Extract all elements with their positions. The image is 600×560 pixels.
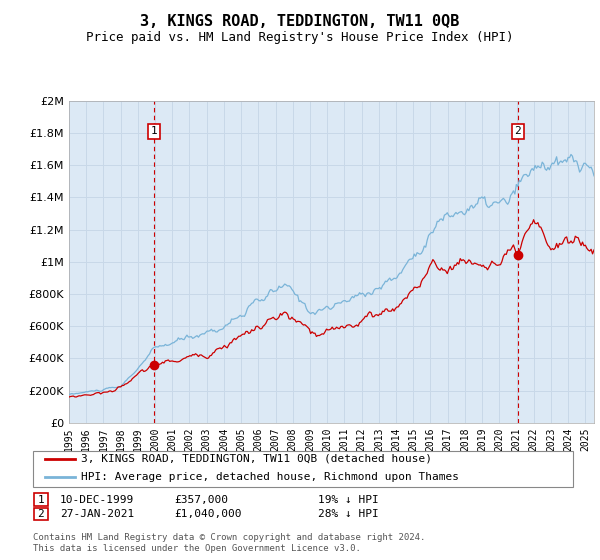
Text: £357,000: £357,000: [174, 494, 228, 505]
Text: 10-DEC-1999: 10-DEC-1999: [60, 494, 134, 505]
Text: 27-JAN-2021: 27-JAN-2021: [60, 509, 134, 519]
Text: 2: 2: [37, 509, 44, 519]
Text: Contains HM Land Registry data © Crown copyright and database right 2024.
This d: Contains HM Land Registry data © Crown c…: [33, 533, 425, 553]
Text: 2: 2: [514, 127, 521, 137]
Text: 28% ↓ HPI: 28% ↓ HPI: [318, 509, 379, 519]
Text: 19% ↓ HPI: 19% ↓ HPI: [318, 494, 379, 505]
Text: Price paid vs. HM Land Registry's House Price Index (HPI): Price paid vs. HM Land Registry's House …: [86, 31, 514, 44]
Text: 3, KINGS ROAD, TEDDINGTON, TW11 0QB (detached house): 3, KINGS ROAD, TEDDINGTON, TW11 0QB (det…: [81, 454, 432, 464]
Text: £1,040,000: £1,040,000: [174, 509, 241, 519]
Text: HPI: Average price, detached house, Richmond upon Thames: HPI: Average price, detached house, Rich…: [81, 472, 459, 482]
Text: 1: 1: [37, 494, 44, 505]
Text: 1: 1: [151, 127, 157, 137]
Text: 3, KINGS ROAD, TEDDINGTON, TW11 0QB: 3, KINGS ROAD, TEDDINGTON, TW11 0QB: [140, 14, 460, 29]
